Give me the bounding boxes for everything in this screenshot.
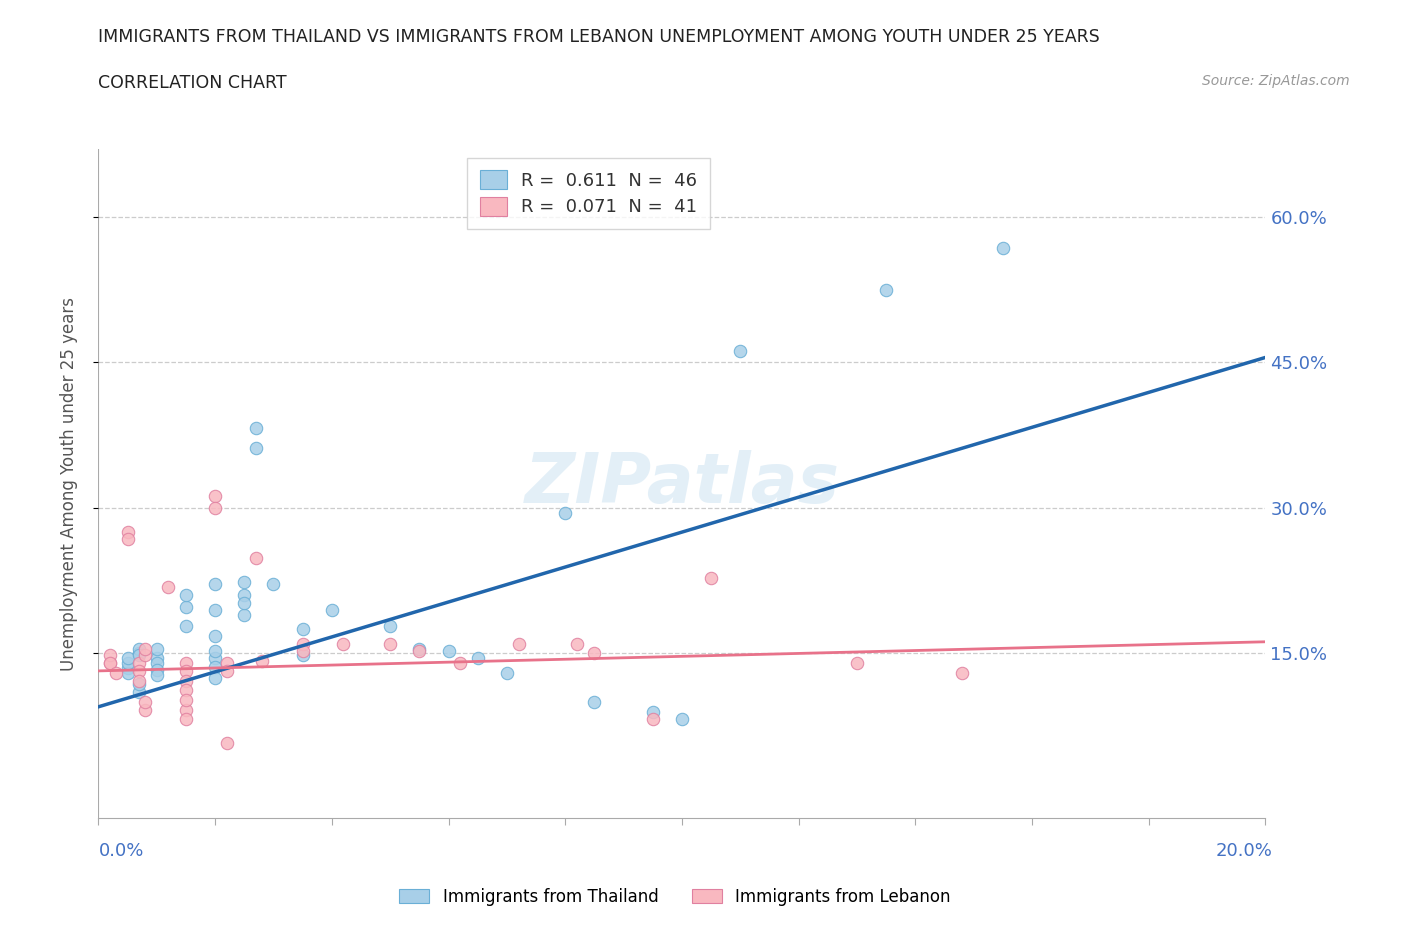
Point: [134, 648, 156, 663]
Point: [332, 636, 354, 651]
Point: [728, 343, 751, 358]
Point: [991, 240, 1014, 255]
Text: ZIPatlas: ZIPatlas: [524, 450, 839, 517]
Point: [134, 702, 156, 717]
Point: [204, 500, 226, 515]
Point: [128, 641, 150, 656]
Point: [157, 580, 180, 595]
Point: [845, 656, 868, 671]
Point: [950, 665, 973, 680]
Point: [204, 489, 226, 504]
Point: [174, 588, 197, 603]
Point: [134, 641, 156, 656]
Point: [378, 618, 402, 633]
Point: [378, 636, 402, 651]
Point: [215, 736, 238, 751]
Text: 0.0%: 0.0%: [98, 842, 143, 860]
Point: [128, 648, 150, 663]
Point: [117, 656, 139, 671]
Point: [215, 663, 238, 678]
Point: [554, 505, 576, 520]
Point: [204, 671, 226, 685]
Point: [128, 663, 150, 678]
Point: [262, 576, 284, 591]
Point: [128, 677, 150, 692]
Point: [204, 576, 226, 591]
Point: [233, 607, 256, 622]
Text: CORRELATION CHART: CORRELATION CHART: [98, 74, 287, 92]
Point: [128, 656, 150, 671]
Y-axis label: Unemployment Among Youth under 25 years: Unemployment Among Youth under 25 years: [59, 297, 77, 671]
Point: [408, 644, 430, 659]
Point: [134, 695, 156, 710]
Point: [408, 641, 430, 656]
Point: [128, 646, 150, 661]
Point: [174, 693, 197, 708]
Point: [128, 673, 150, 688]
Point: [495, 665, 517, 680]
Point: [174, 673, 197, 688]
Point: [583, 695, 606, 710]
Point: [245, 440, 267, 455]
Point: [291, 636, 314, 651]
Text: IMMIGRANTS FROM THAILAND VS IMMIGRANTS FROM LEBANON UNEMPLOYMENT AMONG YOUTH UND: IMMIGRANTS FROM THAILAND VS IMMIGRANTS F…: [98, 28, 1099, 46]
Point: [700, 570, 723, 585]
Point: [583, 646, 606, 661]
Point: [174, 683, 197, 698]
Point: [321, 603, 343, 618]
Legend: Immigrants from Thailand, Immigrants from Lebanon: Immigrants from Thailand, Immigrants fro…: [392, 881, 957, 912]
Point: [291, 644, 314, 659]
Point: [104, 665, 127, 680]
Point: [128, 684, 150, 699]
Point: [98, 656, 121, 671]
Point: [117, 665, 139, 680]
Point: [204, 644, 226, 659]
Point: [204, 603, 226, 618]
Point: [174, 600, 197, 615]
Point: [146, 662, 169, 677]
Point: [641, 704, 664, 719]
Point: [174, 702, 197, 717]
Point: [233, 574, 256, 589]
Point: [98, 648, 121, 663]
Point: [204, 651, 226, 666]
Point: [250, 654, 273, 669]
Point: [204, 659, 226, 674]
Point: [117, 660, 139, 675]
Point: [245, 551, 267, 565]
Point: [875, 282, 897, 297]
Point: [117, 651, 139, 666]
Point: [146, 668, 169, 683]
Point: [508, 636, 530, 651]
Point: [449, 656, 471, 671]
Point: [565, 636, 588, 651]
Point: [467, 651, 489, 666]
Point: [291, 622, 314, 637]
Point: [291, 648, 314, 663]
Point: [437, 644, 460, 659]
Point: [215, 656, 238, 671]
Point: [98, 656, 121, 671]
Point: [671, 712, 693, 727]
Text: Source: ZipAtlas.com: Source: ZipAtlas.com: [1202, 74, 1350, 88]
Point: [233, 588, 256, 603]
Point: [245, 421, 267, 436]
Point: [117, 525, 139, 539]
Point: [146, 651, 169, 666]
Point: [174, 618, 197, 633]
Legend: R =  0.611  N =  46, R =  0.071  N =  41: R = 0.611 N = 46, R = 0.071 N = 41: [467, 158, 710, 229]
Point: [174, 663, 197, 678]
Point: [117, 531, 139, 546]
Point: [174, 712, 197, 727]
Point: [146, 656, 169, 671]
Point: [233, 595, 256, 610]
Text: 20.0%: 20.0%: [1216, 842, 1272, 860]
Point: [641, 712, 664, 727]
Point: [146, 641, 169, 656]
Point: [174, 656, 197, 671]
Point: [204, 629, 226, 644]
